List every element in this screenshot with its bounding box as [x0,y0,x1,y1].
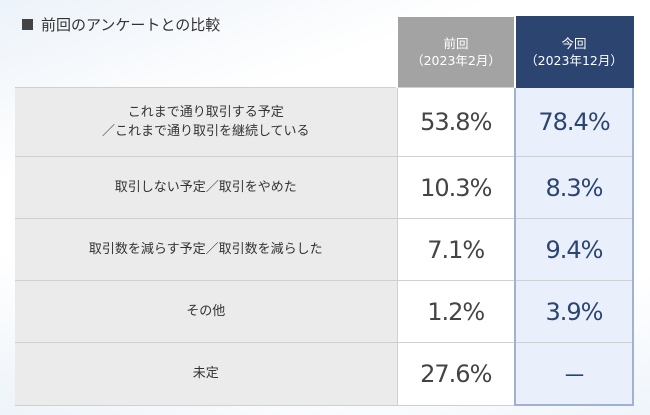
previous-value: 27.6% [397,342,516,406]
square-bullet-icon [22,19,33,30]
row-label-line1: これまで通り取引する予定 [127,104,284,120]
current-value: － [514,342,634,406]
page-title: 前回のアンケートとの比較 [22,14,220,35]
table-row: 取引数を減らす予定／取引数を減らした 7.1% 9.4% [15,218,634,281]
table-row: これまで通り取引する予定 ／これまで通り取引を継続している 53.8% 78.4… [15,86,634,157]
previous-value: 1.2% [397,280,516,343]
previous-value: 10.3% [397,156,516,219]
row-label-line2: ／これまで通り取引を継続している [101,123,310,139]
table-row: その他 1.2% 3.9% [15,280,634,343]
page-title-text: 前回のアンケートとの比較 [41,16,221,34]
table-row: 未定 27.6% － [15,342,634,406]
table-row: 取引しない予定／取引をやめた 10.3% 8.3% [15,156,634,219]
header-previous-survey: 前回 （2023年2月） [397,17,516,87]
table-header-row: 前回 （2023年2月） 今回 （2023年12月） [15,16,634,88]
header-current-survey: 今回 （2023年12月） [514,16,634,88]
current-value: 78.4% [514,86,634,157]
header-previous-label: 前回 [443,35,469,51]
header-previous-date: （2023年2月） [411,52,501,68]
row-label: これまで通り取引する予定 ／これまで通り取引を継続している [15,86,398,157]
previous-value: 53.8% [397,86,516,157]
previous-value: 7.1% [397,218,516,281]
comparison-table: 前回 （2023年2月） 今回 （2023年12月） これまで通り取引する予定 … [15,16,634,406]
current-value: 9.4% [514,218,634,281]
header-current-date: （2023年12月） [525,53,623,68]
current-value: 8.3% [514,156,634,219]
row-label: その他 [15,280,398,343]
row-label: 未定 [15,342,398,406]
header-current-label: 今回 [561,36,587,51]
header-blank-cell [15,17,398,87]
row-label: 取引しない予定／取引をやめた [15,156,398,219]
row-label: 取引数を減らす予定／取引数を減らした [15,218,398,281]
current-value: 3.9% [514,280,634,343]
